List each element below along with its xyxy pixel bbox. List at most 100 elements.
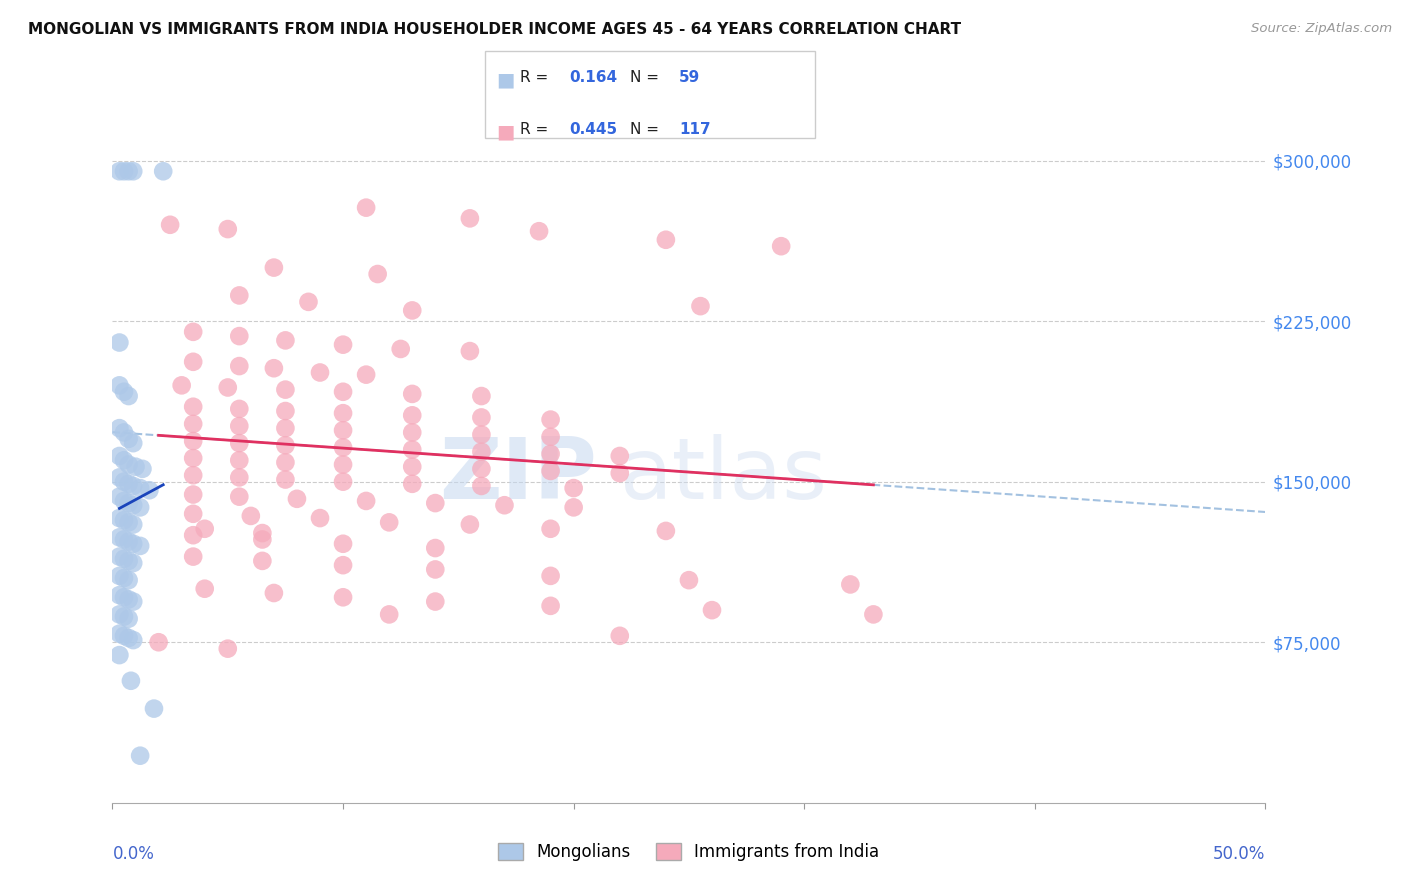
Point (122, 498, 145, 512)
Point (839, 577, 862, 591)
Point (228, 470, 250, 484)
Point (117, 534, 139, 549)
Point (108, 648, 131, 662)
Point (122, 594, 145, 608)
Point (181, 549, 204, 564)
Point (354, 494, 377, 508)
Point (117, 389, 139, 403)
Point (122, 479, 145, 493)
Point (689, 299, 711, 313)
Point (122, 164, 145, 178)
Point (389, 342, 412, 356)
Point (159, 218, 181, 232)
Point (274, 438, 297, 452)
Point (194, 582, 217, 596)
Point (112, 591, 135, 605)
Point (540, 464, 562, 478)
Point (117, 432, 139, 446)
Point (117, 496, 139, 510)
Point (122, 633, 145, 648)
Point (181, 507, 204, 521)
Point (470, 444, 492, 458)
Text: 59: 59 (679, 70, 700, 86)
Point (332, 423, 354, 437)
Point (112, 453, 135, 467)
Point (401, 476, 423, 491)
Point (181, 487, 204, 501)
Point (117, 592, 139, 607)
Point (263, 361, 285, 376)
Point (217, 222, 239, 236)
Point (540, 569, 562, 583)
Point (181, 400, 204, 414)
Point (354, 368, 377, 382)
Point (540, 522, 562, 536)
Text: 0.445: 0.445 (569, 122, 617, 137)
Text: Source: ZipAtlas.com: Source: ZipAtlas.com (1251, 22, 1392, 36)
Point (112, 551, 135, 566)
Point (112, 164, 135, 178)
Point (458, 211, 481, 226)
Text: 50.0%: 50.0% (1213, 845, 1265, 863)
Point (285, 491, 308, 506)
Point (332, 475, 354, 489)
Point (609, 466, 631, 480)
Point (700, 603, 723, 617)
Text: 0.0%: 0.0% (112, 845, 155, 863)
Point (367, 267, 389, 281)
Point (112, 533, 135, 547)
Point (425, 496, 447, 510)
Point (309, 511, 332, 525)
Point (401, 303, 423, 318)
Point (425, 541, 447, 555)
Point (148, 635, 170, 649)
Point (170, 378, 193, 392)
Point (274, 383, 297, 397)
Text: ■: ■ (496, 122, 515, 141)
Text: ZIP: ZIP (439, 434, 596, 517)
Point (112, 513, 135, 527)
Point (228, 490, 250, 504)
Text: ■: ■ (496, 70, 515, 89)
Point (122, 517, 145, 532)
Point (540, 599, 562, 613)
Point (470, 389, 492, 403)
Point (228, 288, 250, 302)
Point (332, 537, 354, 551)
Point (274, 455, 297, 469)
Point (152, 164, 174, 178)
Point (655, 233, 678, 247)
Point (540, 412, 562, 426)
Point (129, 500, 152, 515)
Point (181, 434, 204, 448)
Point (108, 470, 131, 484)
Point (217, 641, 239, 656)
Point (609, 449, 631, 463)
Point (228, 329, 250, 343)
Point (540, 430, 562, 444)
Point (678, 573, 700, 587)
Point (181, 325, 204, 339)
Point (274, 421, 297, 435)
Point (297, 294, 319, 309)
Point (770, 239, 793, 253)
Point (108, 607, 131, 622)
Point (425, 594, 447, 608)
Point (228, 401, 250, 416)
Point (108, 588, 131, 602)
Point (108, 378, 131, 392)
Text: atlas: atlas (620, 434, 828, 517)
Point (129, 481, 152, 495)
Point (122, 436, 145, 450)
Point (117, 476, 139, 491)
Point (252, 554, 274, 568)
Point (112, 384, 135, 399)
Point (108, 530, 131, 544)
Point (117, 458, 139, 472)
Point (540, 447, 562, 461)
Point (401, 459, 423, 474)
Point (228, 359, 250, 373)
Point (494, 498, 516, 512)
Point (862, 607, 884, 622)
Point (401, 425, 423, 440)
